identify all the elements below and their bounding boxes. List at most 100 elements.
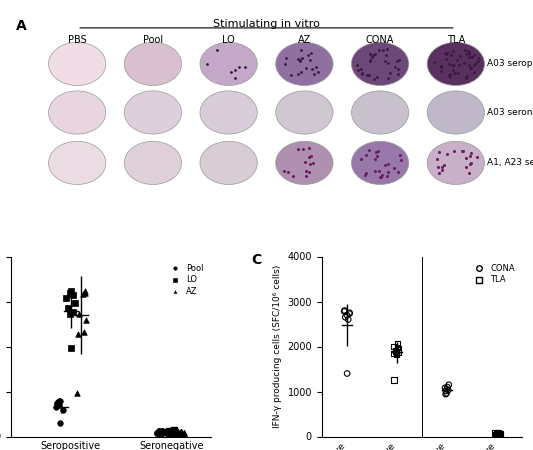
Point [495,430,504,437]
Ellipse shape [276,141,333,184]
Legend: CONA, TLA: CONA, TLA [468,261,518,288]
Point [167,429,176,436]
Point [82,316,90,323]
Text: A1, A23 seropositive: A1, A23 seropositive [487,158,533,167]
Point [491,431,500,438]
Point [56,419,64,426]
Point [341,314,350,321]
Point [54,401,63,409]
Point [156,428,164,435]
Point [157,429,166,436]
Ellipse shape [276,91,333,134]
Point [79,328,88,336]
Y-axis label: IFN-γ producing cells (SFC/10⁶ cells): IFN-γ producing cells (SFC/10⁶ cells) [273,265,282,428]
Point [441,384,449,392]
Point [164,428,173,435]
Ellipse shape [427,42,484,86]
Point [391,347,400,355]
Point [496,431,504,438]
Point [173,428,182,436]
Point [442,390,451,397]
Point [441,391,450,398]
Text: A: A [16,19,27,33]
Point [53,399,62,406]
Point [444,387,453,394]
Text: Pool: Pool [143,35,163,45]
Legend: Pool, LO, AZ: Pool, LO, AZ [164,261,207,299]
Ellipse shape [200,91,257,134]
Point [394,345,402,352]
Point [67,345,76,352]
Text: A03 seronegative: A03 seronegative [487,108,533,117]
Point [168,429,176,436]
Point [343,370,351,377]
Point [343,311,351,319]
Point [53,400,61,408]
Point [55,397,64,404]
Point [177,430,185,437]
Point [394,348,402,356]
Point [55,398,63,405]
Point [340,308,349,315]
Point [75,310,83,318]
Point [80,287,89,294]
Point [345,309,354,316]
Ellipse shape [49,141,106,184]
Point [176,428,185,435]
Point [52,403,60,410]
Point [74,330,82,338]
Point [167,428,175,435]
Point [494,429,502,436]
Point [59,406,67,413]
Point [68,292,77,299]
Point [170,427,179,434]
Point [390,350,398,357]
Point [494,429,503,436]
Ellipse shape [49,91,106,134]
Ellipse shape [124,42,182,86]
Ellipse shape [427,141,484,184]
Text: TLA: TLA [447,35,465,45]
Point [496,431,504,438]
Point [70,300,79,307]
Point [156,428,165,436]
Point [153,430,161,437]
Point [492,431,501,438]
Point [393,344,402,351]
Point [62,294,70,302]
Point [492,432,500,439]
Text: A03 seropositive: A03 seropositive [487,59,533,68]
Point [155,428,163,435]
Point [156,429,165,436]
Point [165,430,174,437]
Point [492,430,501,437]
Point [345,310,354,317]
Ellipse shape [49,42,106,86]
Ellipse shape [351,91,409,134]
Point [443,383,451,391]
Point [180,430,188,437]
Text: LO: LO [222,35,235,45]
Text: CONA: CONA [366,35,394,45]
Point [490,429,499,436]
Point [392,351,401,358]
Point [341,307,349,314]
Point [156,430,165,437]
Point [492,429,500,436]
Point [177,429,185,436]
Ellipse shape [200,141,257,184]
Text: AZ: AZ [298,35,311,45]
Ellipse shape [124,91,182,134]
Point [494,430,503,437]
Ellipse shape [351,141,409,184]
Ellipse shape [427,91,484,134]
Point [164,428,173,436]
Ellipse shape [200,42,257,86]
Point [441,387,450,395]
Ellipse shape [124,141,182,184]
Point [389,343,398,350]
Point [66,290,74,297]
Point [344,316,352,323]
Point [393,341,401,348]
Point [63,304,72,311]
